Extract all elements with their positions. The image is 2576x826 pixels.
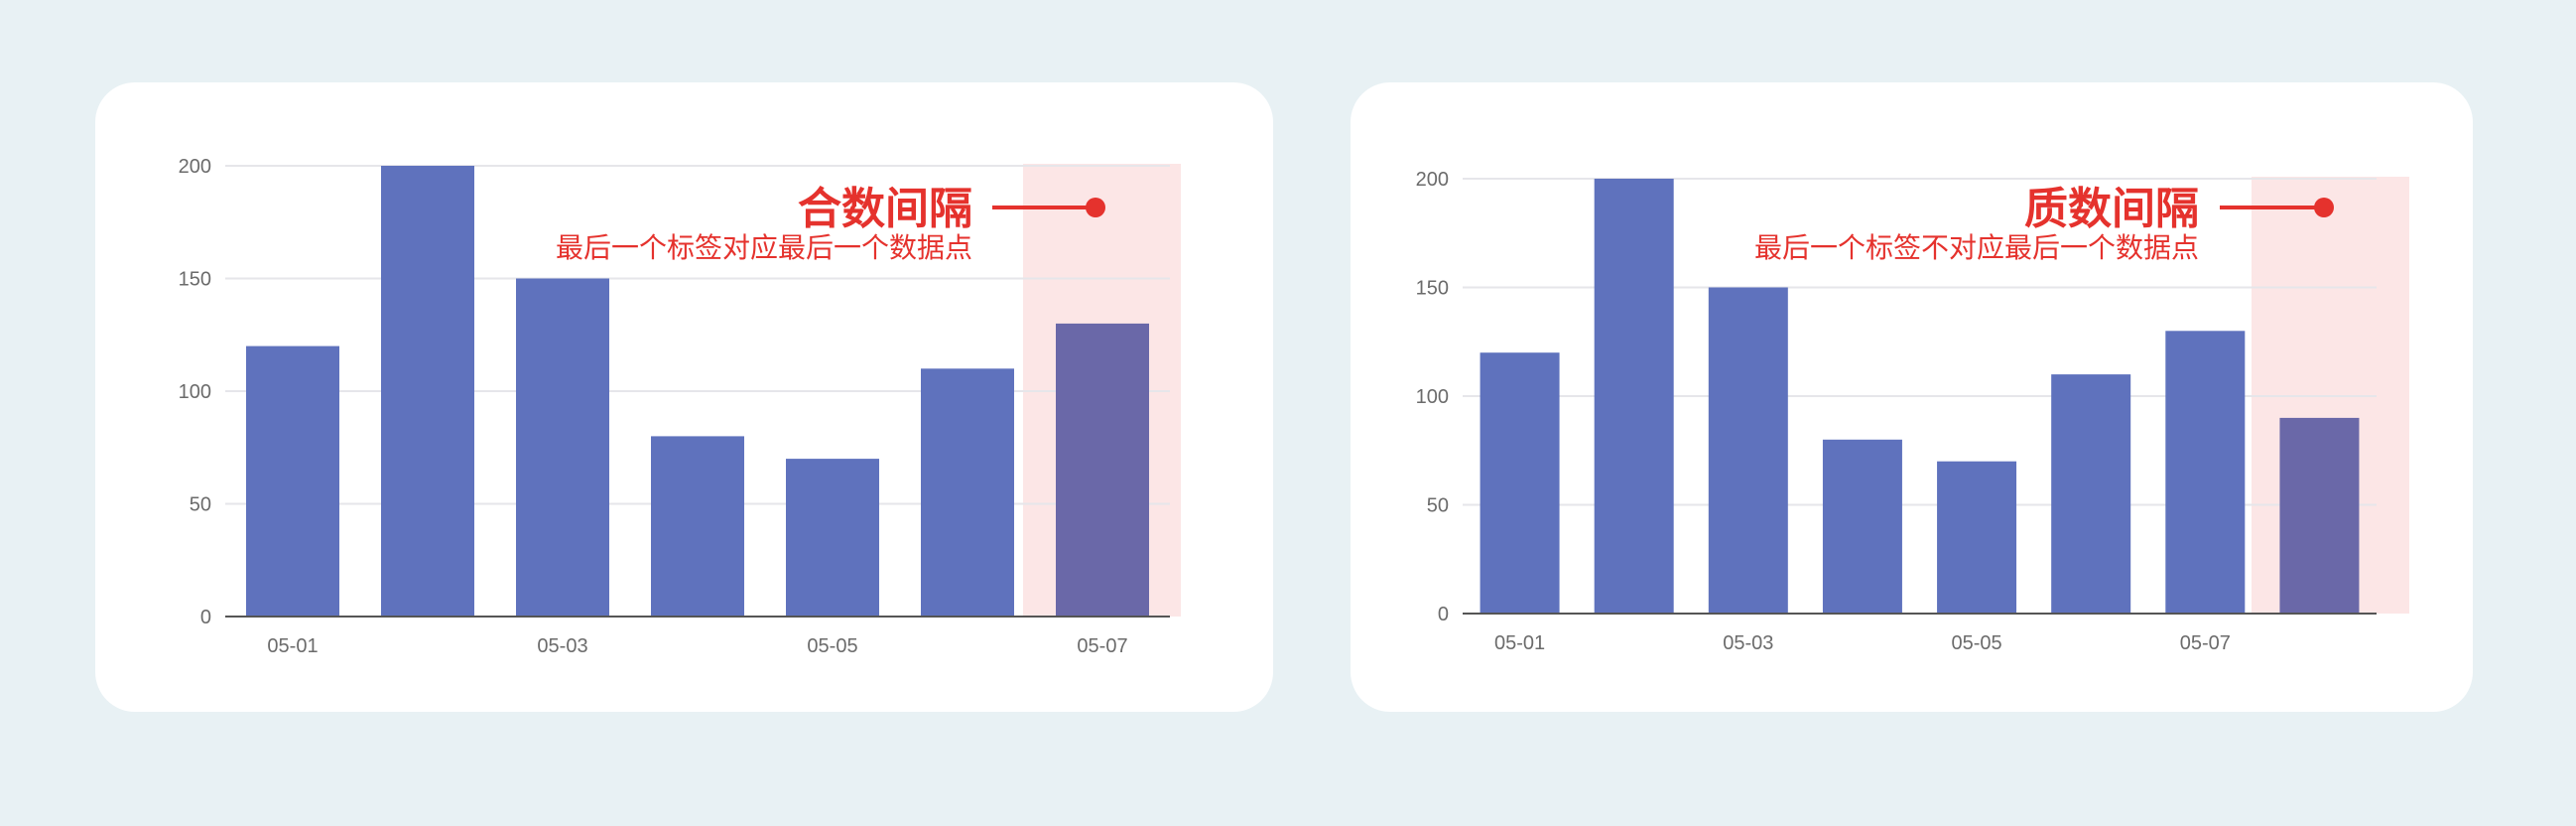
y-tick-label: 200 xyxy=(179,156,211,178)
annotation-pointer-dot xyxy=(2314,198,2334,217)
x-tick-label: 05-05 xyxy=(1951,632,2001,654)
y-tick-label: 150 xyxy=(1416,278,1449,300)
y-tick-label: 200 xyxy=(1416,169,1449,191)
bar-05-03 xyxy=(1708,287,1788,614)
annotation-subtitle: 最后一个标签对应最后一个数据点 xyxy=(556,231,972,264)
y-tick-label: 150 xyxy=(179,269,211,291)
bar-05-06 xyxy=(2051,374,2131,614)
x-tick-label: 05-01 xyxy=(267,635,318,657)
annotation-subtitle: 最后一个标签不对应最后一个数据点 xyxy=(1754,231,2199,264)
annotation-pointer-dot xyxy=(1086,198,1105,217)
y-tick-label: 0 xyxy=(1438,604,1449,625)
bar-05-05 xyxy=(786,459,879,617)
y-tick-label: 50 xyxy=(1427,495,1449,517)
y-tick-label: 50 xyxy=(190,494,211,516)
y-tick-label: 100 xyxy=(179,381,211,403)
annotation-title: 合数间隔 xyxy=(798,184,972,234)
annotation-title: 质数间隔 xyxy=(2024,184,2199,234)
bar-05-02 xyxy=(1594,179,1674,614)
x-tick-label: 05-07 xyxy=(2180,632,2231,654)
y-tick-label: 100 xyxy=(1416,386,1449,408)
bar-05-08 xyxy=(2279,417,2360,614)
bar-05-06 xyxy=(921,368,1014,617)
bar-05-04 xyxy=(1822,439,1902,614)
bar-05-03 xyxy=(516,278,609,617)
x-tick-label: 05-03 xyxy=(537,635,587,657)
y-tick-label: 0 xyxy=(200,607,211,628)
x-tick-label: 05-05 xyxy=(807,635,857,657)
x-tick-label: 05-01 xyxy=(1494,632,1545,654)
bar-05-05 xyxy=(1937,461,2017,614)
x-tick-label: 05-07 xyxy=(1077,635,1127,657)
bar-05-04 xyxy=(651,436,744,617)
bar-05-07 xyxy=(1056,323,1149,617)
bar-05-01 xyxy=(246,345,339,617)
bar-05-02 xyxy=(381,166,474,617)
bar-05-07 xyxy=(2165,331,2246,614)
x-tick-label: 05-03 xyxy=(1723,632,1773,654)
bar-05-01 xyxy=(1480,352,1560,614)
